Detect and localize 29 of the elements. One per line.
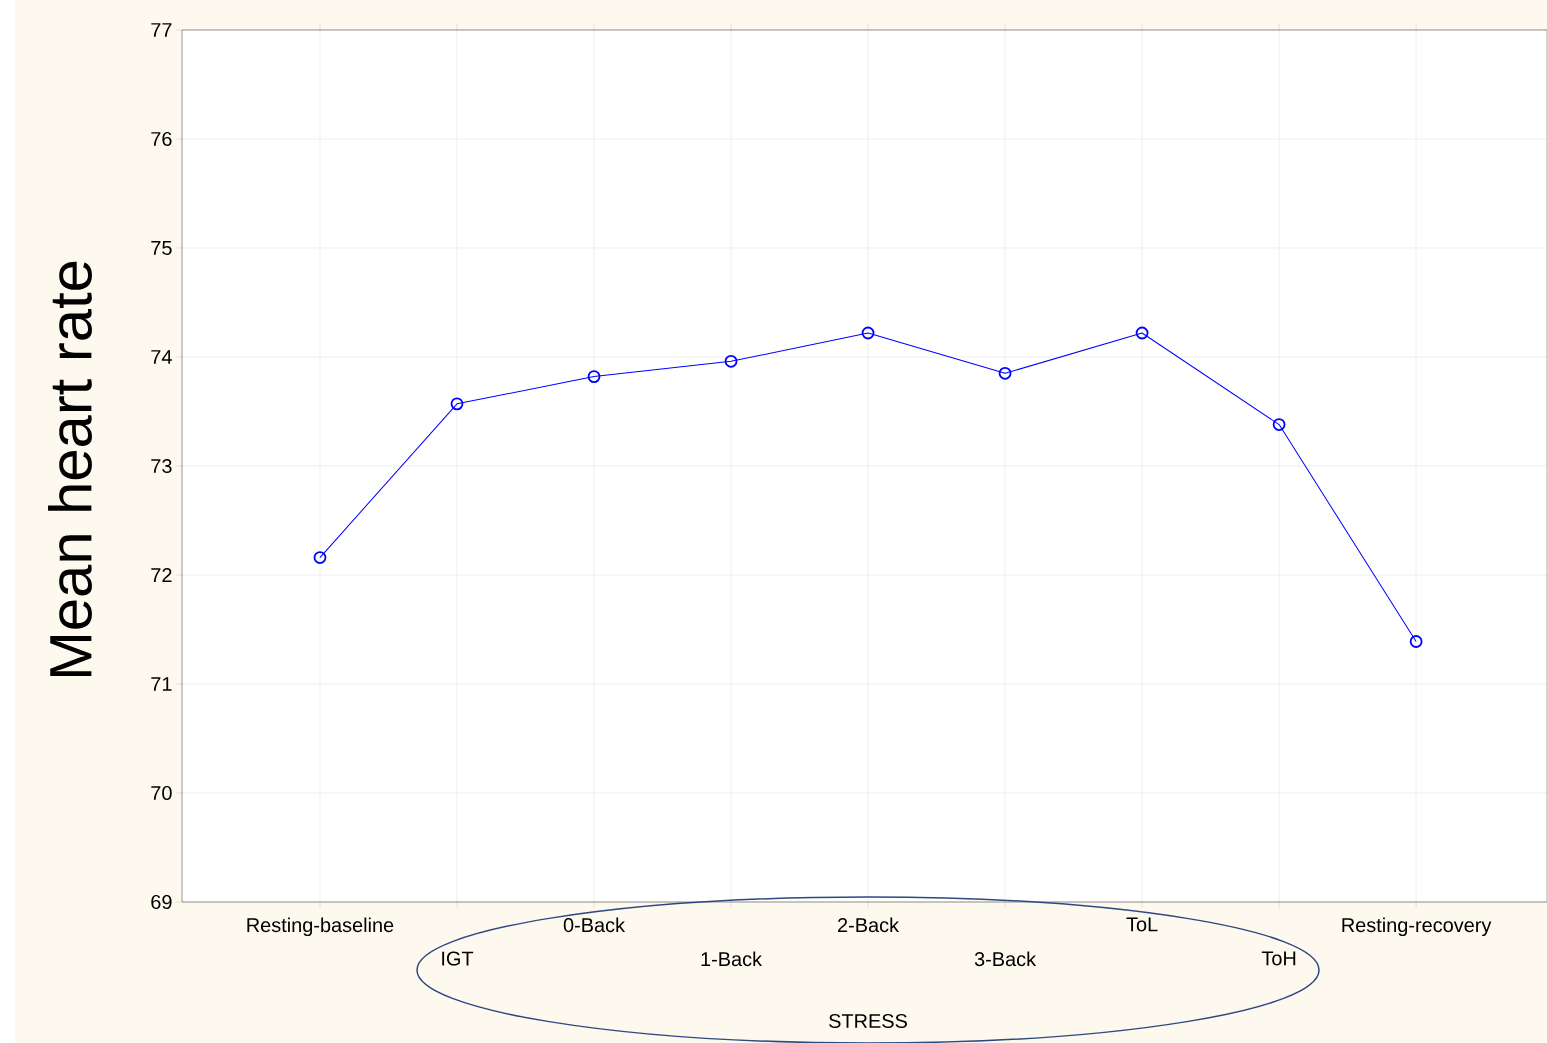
x-tick-label: 0-Back [563, 917, 626, 933]
point [450, 397, 464, 411]
y-tick-label: 77 [151, 23, 172, 37]
x-tick-label: 1-Back [701, 951, 763, 967]
y-tick-label: 72 [151, 568, 172, 582]
y-tick-label: 73 [151, 458, 172, 474]
x-tick-label: ToH [1261, 951, 1296, 966]
point [998, 366, 1012, 380]
x-tick-label: IGT [442, 951, 474, 966]
y-tick-label: 74 [151, 350, 172, 364]
y-axis-title: Mean heart rate [48, 261, 92, 677]
y-tick-label: 70 [151, 785, 172, 801]
x-tick-label: Resting-recovery [1342, 917, 1492, 937]
y-tick-label: 71 [151, 677, 172, 691]
y-tick-label: 69 [151, 894, 172, 910]
y-tick-label: 75 [151, 241, 172, 255]
point [724, 354, 738, 368]
point [313, 551, 327, 564]
x-tick-label: Resting-baseline [247, 917, 394, 937]
point [1409, 635, 1423, 648]
x-axis-title: STRESS [829, 1013, 907, 1029]
y-tick-label: 76 [151, 131, 172, 147]
point [1272, 418, 1286, 431]
point [587, 370, 601, 384]
x-tick-label: ToL [1126, 917, 1158, 932]
x-tick-label: 3-Back [974, 951, 1037, 967]
point [861, 326, 875, 340]
x-tick-label: 2-Back [838, 917, 900, 933]
point [1135, 326, 1149, 340]
